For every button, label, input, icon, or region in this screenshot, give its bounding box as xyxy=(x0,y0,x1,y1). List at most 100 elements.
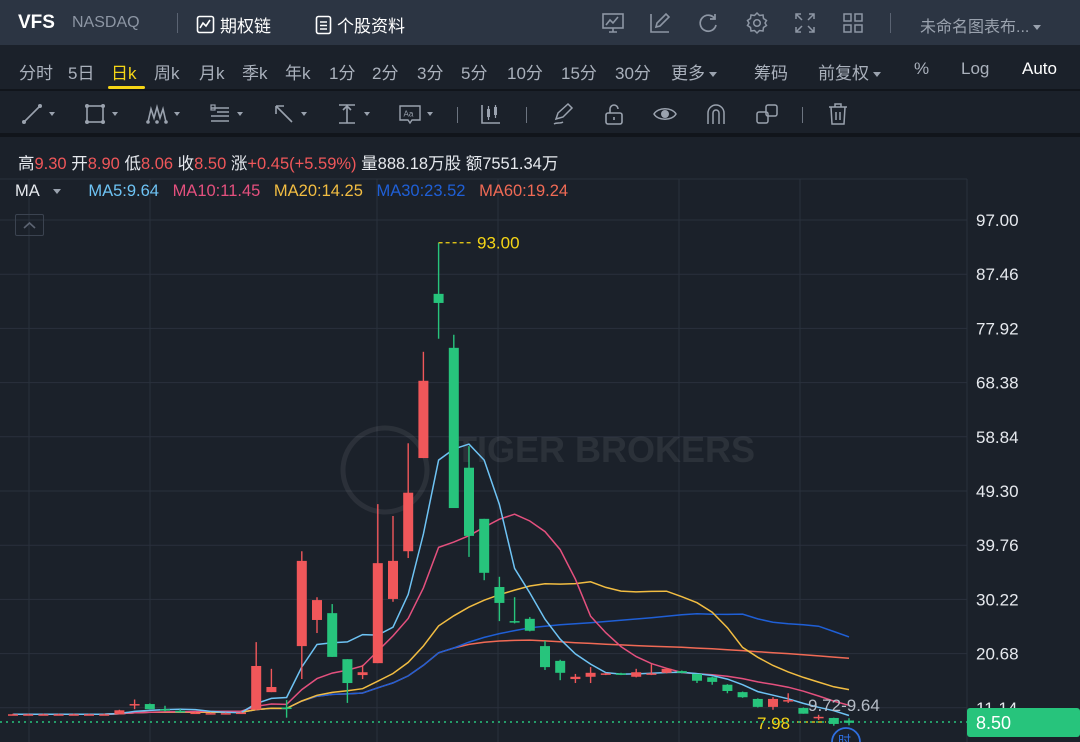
chevron-down-icon xyxy=(112,112,118,116)
candle-body xyxy=(129,704,140,706)
candle-body xyxy=(448,347,459,509)
tab-30min[interactable]: 30分 xyxy=(615,64,651,83)
collapse-button[interactable] xyxy=(15,214,44,236)
tab-15min[interactable]: 15分 xyxy=(561,64,597,83)
percent-toggle[interactable]: % xyxy=(914,59,930,78)
magnet-button[interactable] xyxy=(704,102,728,126)
fibonacci-tool[interactable] xyxy=(208,102,243,126)
candle xyxy=(281,700,292,718)
tab-intraday[interactable]: 分时 xyxy=(19,64,53,83)
brush-tool[interactable] xyxy=(551,102,575,126)
candlestick-icon xyxy=(481,105,500,124)
ma-dropdown[interactable]: MA xyxy=(15,182,70,200)
gear-icon[interactable] xyxy=(745,11,769,35)
candle-body xyxy=(707,677,718,682)
tab-quarterly-k[interactable]: 季k xyxy=(242,64,268,83)
arrow-tool[interactable] xyxy=(272,102,307,126)
price-tick-label: 30.22 xyxy=(976,590,1019,609)
tab-1min[interactable]: 1分 xyxy=(329,64,356,83)
candle-body xyxy=(661,668,672,673)
candle-body xyxy=(53,714,64,716)
candle xyxy=(144,703,155,710)
adjust-dropdown[interactable]: 前复权 xyxy=(818,59,881,84)
log-toggle[interactable]: Log xyxy=(961,59,990,78)
price-tick-label: 68.38 xyxy=(976,374,1019,393)
candle-body xyxy=(312,600,322,620)
candle xyxy=(555,659,566,681)
chevron-down-icon xyxy=(237,112,243,116)
candle-body xyxy=(600,673,611,675)
tab-monthly-k[interactable]: 月k xyxy=(199,64,225,83)
candle xyxy=(190,712,201,715)
candle-body xyxy=(555,660,566,673)
candle xyxy=(205,712,216,715)
chips-button[interactable]: 筹码 xyxy=(754,64,788,83)
tab-3min[interactable]: 3分 xyxy=(417,64,444,83)
candle xyxy=(84,713,94,716)
pattern-tool[interactable] xyxy=(145,102,180,126)
candle xyxy=(737,691,748,698)
candle-body xyxy=(388,560,398,599)
rectangle-tool[interactable] xyxy=(83,102,118,126)
edit-icon[interactable] xyxy=(648,11,672,35)
fullscreen-icon[interactable] xyxy=(793,11,817,35)
price-tick-label: 97.00 xyxy=(976,211,1019,230)
tab-2min[interactable]: 2分 xyxy=(372,64,399,83)
candle xyxy=(570,673,581,684)
chevron-down-icon xyxy=(52,189,61,195)
measure-tool[interactable] xyxy=(335,102,370,126)
tab-yearly-k[interactable]: 年k xyxy=(285,64,311,83)
indicator-button[interactable] xyxy=(479,102,503,126)
candle xyxy=(540,640,550,670)
options-chain-link[interactable]: 期权链 xyxy=(196,12,271,37)
adjust-label: 前复权 xyxy=(818,64,869,83)
pencil-icon xyxy=(553,102,574,125)
volume-value: 888.18万股 xyxy=(377,155,462,173)
tab-5day[interactable]: 5日 xyxy=(68,64,95,83)
chevron-down-icon xyxy=(709,72,717,78)
divider xyxy=(526,107,527,123)
divider xyxy=(457,107,458,123)
lock-button[interactable] xyxy=(602,102,626,126)
last-price-label: 8.50 xyxy=(976,713,1011,733)
layout-dropdown[interactable]: 未命名图表布... xyxy=(920,13,1042,37)
candle xyxy=(8,713,18,716)
grid-layout-icon[interactable] xyxy=(841,11,865,35)
candle-body xyxy=(266,687,277,693)
time-badge[interactable] xyxy=(831,727,861,742)
tab-5min[interactable]: 5分 xyxy=(461,64,488,83)
candle xyxy=(220,712,231,715)
chart-screen-icon[interactable] xyxy=(601,11,625,35)
quote-summary: 高9.30 开8.90 低8.06 收8.50 涨+0.45(+5.59%) 量… xyxy=(18,150,558,174)
auto-toggle[interactable]: Auto xyxy=(1022,59,1057,78)
tab-daily-k[interactable]: 日k xyxy=(111,64,137,83)
candle xyxy=(722,684,733,694)
delete-button[interactable] xyxy=(826,102,850,126)
candle-body xyxy=(144,704,155,710)
stock-profile-label: 个股资料 xyxy=(337,17,405,36)
copy-button[interactable] xyxy=(755,102,779,126)
candle xyxy=(403,443,414,559)
candle-body xyxy=(585,672,596,677)
line-tool[interactable] xyxy=(20,102,55,126)
candle-body xyxy=(540,646,550,668)
active-tab-indicator xyxy=(108,86,145,89)
chevron-down-icon xyxy=(873,72,881,78)
candle xyxy=(418,351,429,459)
ma60-value: MA60:19.24 xyxy=(479,182,569,200)
candle-body xyxy=(752,698,763,707)
candle-body xyxy=(570,676,581,680)
candle-body xyxy=(692,673,702,681)
refresh-icon[interactable] xyxy=(696,11,720,35)
tab-more[interactable]: 更多 xyxy=(671,59,717,84)
tab-10min[interactable]: 10分 xyxy=(507,64,543,83)
stock-profile-link[interactable]: 个股资料 xyxy=(315,12,405,37)
candle xyxy=(160,705,170,712)
candle xyxy=(585,667,596,684)
tab-weekly-k[interactable]: 周k xyxy=(154,64,180,83)
candle xyxy=(23,713,34,716)
text-tool[interactable]: Aa xyxy=(398,102,433,126)
change-value: +0.45(+5.59%) xyxy=(247,155,357,173)
visibility-button[interactable] xyxy=(653,102,677,126)
